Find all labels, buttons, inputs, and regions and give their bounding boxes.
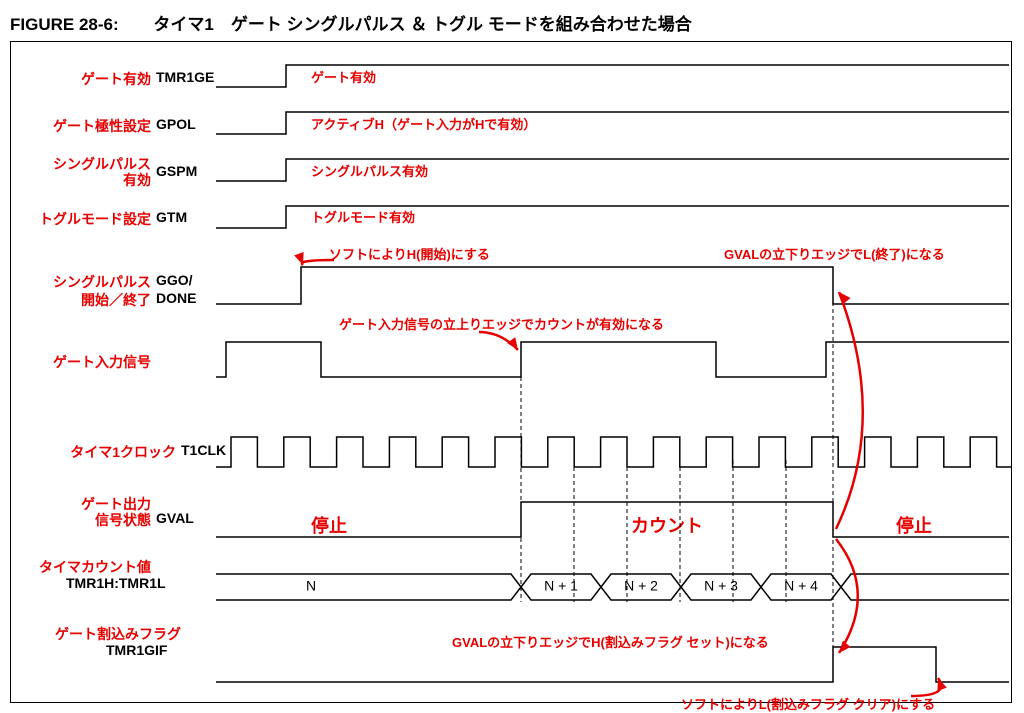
timing-svg: NN + 1N + 2N + 3N + 4: [11, 42, 1011, 702]
figure-number: FIGURE 28-6:: [10, 15, 119, 34]
svg-text:N: N: [306, 578, 316, 594]
svg-text:N + 4: N + 4: [784, 578, 818, 594]
svg-text:N + 2: N + 2: [624, 578, 658, 594]
figure-title-text: タイマ1 ゲート シングルパルス ＆ トグル モードを組み合わせた場合: [153, 15, 691, 34]
timing-diagram: ゲート有効 TMR1GE ゲート有効 ゲート極性設定 GPOL アクティブH（ゲ…: [10, 41, 1012, 703]
svg-text:N + 1: N + 1: [544, 578, 578, 594]
